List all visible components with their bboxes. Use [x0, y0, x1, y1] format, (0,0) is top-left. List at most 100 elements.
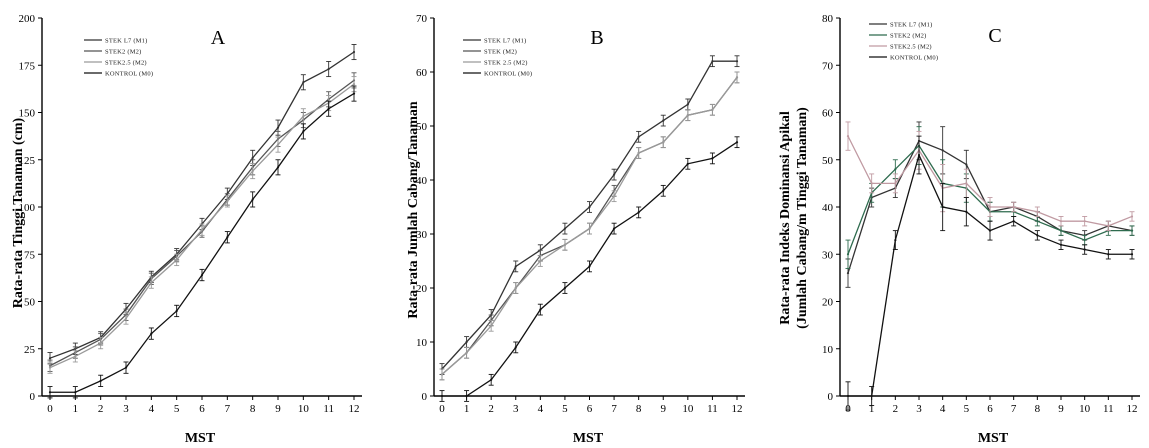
x-axis-title: MST [573, 431, 604, 446]
data-point [1130, 253, 1134, 256]
panel-label: C [988, 25, 1001, 47]
x-tick-label: 10 [1079, 403, 1091, 415]
y-tick-label: 60 [822, 108, 834, 120]
data-point [735, 141, 739, 144]
data-point [327, 67, 330, 71]
data-point [465, 340, 468, 344]
data-point [988, 229, 992, 232]
x-tick-label: 7 [611, 403, 617, 415]
data-point [894, 238, 897, 242]
x-tick-label: 4 [538, 403, 544, 415]
data-point [539, 259, 542, 263]
y-tick-label: 70 [822, 60, 834, 72]
data-point [200, 228, 204, 231]
data-point [941, 205, 944, 209]
data-point [894, 168, 897, 171]
chart-panel-b: B MST Rata-rata Jumlah Cabang/Tanaman 0 1… [406, 13, 745, 446]
data-point [302, 81, 305, 84]
panel-label: A [211, 27, 226, 49]
y-tick-label: 80 [822, 13, 834, 25]
data-point [490, 324, 493, 327]
data-point [612, 227, 616, 230]
x-tick-label: 3 [916, 403, 922, 415]
y-tick-label: 0 [30, 391, 36, 403]
data-point [48, 357, 52, 360]
y-tick-label: 40 [822, 202, 834, 214]
y-tick-label: 125 [19, 155, 36, 167]
x-tick-label: 11 [323, 403, 334, 415]
data-point [48, 391, 52, 394]
data-point [226, 236, 229, 239]
y-tick-label: 20 [416, 283, 428, 295]
data-point [175, 309, 178, 313]
x-tick-label: 12 [349, 403, 360, 415]
series-line [49, 51, 355, 359]
data-point [711, 60, 714, 63]
data-point [1059, 243, 1063, 246]
data-point [514, 346, 517, 349]
x-tick-label: 11 [707, 403, 718, 415]
data-point [1130, 229, 1134, 232]
data-point [276, 166, 280, 169]
x-tick-label: 5 [174, 403, 180, 415]
data-point [941, 149, 944, 152]
data-point [99, 379, 102, 382]
data-point [588, 265, 591, 268]
data-point [1036, 234, 1039, 237]
x-axis-title: MST [978, 431, 1009, 446]
data-point [251, 169, 254, 173]
y-tick-label: 30 [416, 229, 428, 241]
x-tick-label: 4 [149, 403, 155, 415]
data-point [988, 205, 992, 209]
x-tick-label: 1 [464, 403, 470, 415]
legend-label: KONTROL (M0) [105, 70, 153, 77]
data-point [965, 163, 968, 166]
data-point [965, 210, 968, 213]
legend-label: STEK2.5 (M2) [890, 43, 932, 50]
legend-label: STEK 2.5 (M2) [484, 59, 528, 66]
data-point [637, 135, 640, 138]
data-point [514, 286, 517, 290]
y-tick-label: 150 [19, 108, 36, 120]
y-tick-label: 40 [416, 175, 428, 187]
data-point [251, 198, 254, 201]
y-tick-label: 10 [822, 344, 834, 356]
x-tick-label: 5 [562, 403, 568, 415]
legend-label: KONTROL (M0) [890, 54, 938, 61]
x-tick-label: 2 [488, 403, 494, 415]
data-point [1036, 220, 1039, 223]
series-line [50, 93, 355, 393]
x-tick-label: 3 [123, 403, 129, 415]
data-point [74, 391, 77, 394]
panel-label: B [590, 27, 603, 49]
data-point [846, 253, 850, 256]
data-point [588, 205, 591, 209]
chart-panel-a: A MST Rata-rata Tinggi Tanaman (cm) 0255… [11, 13, 362, 446]
data-point [1012, 220, 1015, 223]
x-tick-label: 9 [1058, 403, 1064, 415]
data-point [563, 286, 567, 290]
y-axis-title: Rata-rata Jumlah Cabang/Tanaman [406, 101, 421, 319]
y-axis-title-line-1: Rata-rata Indeks Dominansi Apikal [778, 111, 793, 325]
data-point [870, 394, 873, 398]
y-tick-label: 0 [422, 391, 428, 403]
y-tick-label: 50 [24, 297, 36, 309]
data-point [735, 76, 739, 79]
x-tick-label: 1 [73, 403, 79, 415]
data-point [465, 351, 468, 354]
data-point [124, 366, 128, 369]
legend-label: KONTROL (M0) [484, 70, 532, 77]
data-point [99, 341, 102, 345]
x-tick-label: 12 [1127, 403, 1138, 415]
y-tick-label: 50 [416, 121, 428, 133]
y-axis-title-line-2: (Jumlah Cabang/m Tinggi Tanaman) [795, 107, 810, 329]
data-point [735, 60, 739, 63]
x-tick-label: 10 [298, 403, 310, 415]
data-point [440, 373, 444, 376]
data-point [588, 227, 591, 230]
x-tick-label: 5 [964, 403, 970, 415]
data-point [124, 317, 128, 320]
data-point [48, 366, 52, 369]
x-tick-label: 0 [47, 403, 53, 415]
